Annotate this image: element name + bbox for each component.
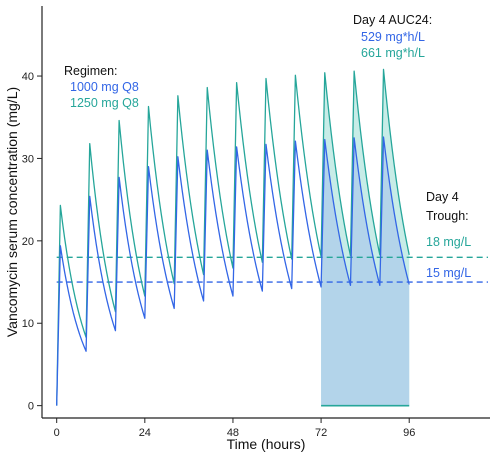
tick-layer: 0 24 48 72 96 0 10 20 30 40 bbox=[22, 71, 416, 439]
y-axis-title: Vancomycin serum concentration (mg/L) bbox=[4, 87, 20, 337]
trough-1-label: 15 mg/L bbox=[426, 266, 471, 280]
regimen-1-label: 1000 mg Q8 bbox=[70, 80, 139, 94]
trough-title-1: Day 4 bbox=[426, 190, 459, 204]
y-tick-label: 0 bbox=[28, 401, 34, 413]
auc-area-1 bbox=[321, 137, 410, 406]
series-line-1 bbox=[56, 136, 410, 406]
trough-title-2: Trough: bbox=[426, 209, 469, 223]
x-tick-label: 0 bbox=[54, 427, 60, 439]
trough-2-label: 18 mg/L bbox=[426, 235, 471, 249]
auc-1-label: 529 mg*h/L bbox=[361, 30, 425, 44]
y-tick-label: 30 bbox=[22, 153, 34, 165]
auc-2-label: 661 mg*h/L bbox=[361, 46, 425, 60]
regimen-title: Regimen: bbox=[64, 64, 118, 78]
y-tick-label: 10 bbox=[22, 318, 34, 330]
y-tick-label: 20 bbox=[22, 236, 34, 248]
x-axis-title: Time (hours) bbox=[227, 436, 306, 452]
regimen-2-label: 1250 mg Q8 bbox=[70, 96, 139, 110]
x-tick-label: 48 bbox=[227, 427, 239, 439]
auc-title: Day 4 AUC24: bbox=[353, 13, 432, 27]
axes-layer bbox=[41, 6, 490, 419]
x-tick-label: 72 bbox=[315, 427, 327, 439]
x-tick-label: 24 bbox=[139, 427, 151, 439]
trough-guide-layer bbox=[56, 256, 488, 283]
series-line-layer bbox=[56, 68, 410, 407]
y-tick-label: 40 bbox=[22, 71, 34, 83]
x-tick-label: 96 bbox=[403, 427, 415, 439]
auc-fill-layer bbox=[321, 69, 410, 406]
